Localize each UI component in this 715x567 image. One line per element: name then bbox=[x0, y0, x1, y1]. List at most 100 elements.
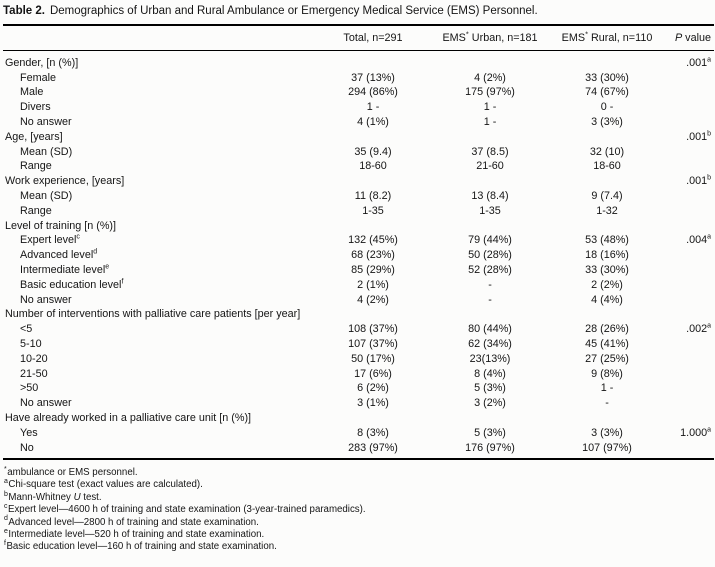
cell-total: 4 (1%) bbox=[357, 116, 389, 129]
row-label: Male bbox=[20, 86, 44, 99]
cell-ems-rural: 33 (30%) bbox=[585, 71, 629, 84]
table-row: 21-50 17 (6%) 8 (4%) 9 (8%) bbox=[3, 366, 714, 381]
cell-pvalue: .004a bbox=[686, 233, 711, 247]
footnote-marker: b bbox=[707, 174, 711, 182]
table-row: Expert levelc 132 (45%) 79 (44%) 53 (48%) .0… bbox=[3, 233, 714, 248]
footnote-marker: c bbox=[76, 233, 80, 241]
cell-ems-rural: 18-60 bbox=[593, 160, 621, 173]
cell-ems-urban: 79 (44%) bbox=[468, 234, 512, 247]
table-row: Mean (SD) 35 (9.4) 37 (8.5) 32 (10) bbox=[3, 144, 714, 159]
table-row: Age, [years] .001b bbox=[3, 129, 714, 144]
row-label: Expert levelc bbox=[20, 233, 80, 247]
row-label: Gender, [n (%)] bbox=[5, 56, 79, 69]
table-row: 5-10 107 (37%) 62 (34%) 45 (41%) bbox=[3, 337, 714, 352]
cell-ems-urban: - bbox=[488, 293, 492, 306]
row-label: No bbox=[20, 441, 34, 454]
table-row: Intermediate levele 85 (29%) 52 (28%) 33 (3… bbox=[3, 263, 714, 278]
row-label: Divers bbox=[20, 101, 51, 114]
footnote: bMann-Whitney U test. bbox=[4, 490, 102, 503]
table-row: Range 18-60 21-60 18-60 bbox=[3, 159, 714, 174]
footnote: aChi-square test (exact values are calcu… bbox=[4, 478, 203, 491]
row-label: Number of interventions with palliative … bbox=[5, 308, 301, 321]
cell-ems-rural: 27 (25%) bbox=[585, 352, 629, 365]
row-label: Level of training [n (%)] bbox=[5, 219, 117, 232]
cell-ems-rural: 3 (3%) bbox=[591, 116, 623, 129]
cell-total: 18-60 bbox=[359, 160, 387, 173]
cell-total: 3 (1%) bbox=[357, 397, 389, 410]
footnote-marker: * bbox=[585, 29, 588, 39]
column-header-pvalue: P value bbox=[665, 31, 714, 45]
cell-ems-rural: 107 (97%) bbox=[582, 441, 632, 454]
table-row: Yes 8 (3%) 5 (3%) 3 (3%) 1.000a bbox=[3, 425, 714, 440]
table-row: <5 108 (37%) 80 (44%) 28 (26%) .002a bbox=[3, 322, 714, 337]
row-label: 10-20 bbox=[20, 352, 48, 365]
cell-total: 107 (37%) bbox=[348, 338, 398, 351]
cell-ems-urban: 13 (8.4) bbox=[471, 190, 509, 203]
footnote-marker: f bbox=[121, 278, 124, 286]
footnote-marker: a bbox=[707, 322, 711, 330]
table-row: Male 294 (86%) 175 (97%) 74 (67%) bbox=[3, 85, 714, 100]
cell-ems-urban: 5 (3%) bbox=[474, 382, 506, 395]
row-label: Have already worked in a palliative care… bbox=[5, 412, 252, 425]
row-label: Mean (SD) bbox=[20, 145, 73, 158]
cell-ems-rural: 74 (67%) bbox=[585, 86, 629, 99]
cell-ems-urban: 50 (28%) bbox=[468, 249, 512, 262]
footnote-marker: a bbox=[707, 426, 711, 434]
row-label: >50 bbox=[20, 382, 39, 395]
table-header-row: Total, n=291 EMS* Urban, n=181 EMS* Rura… bbox=[3, 26, 714, 51]
cell-total: 11 (8.2) bbox=[354, 190, 392, 203]
footnote-marker: * bbox=[4, 465, 7, 473]
cell-ems-urban: 1 - bbox=[483, 116, 497, 129]
cell-ems-rural: 32 (10) bbox=[589, 145, 625, 158]
cell-ems-rural: 45 (41%) bbox=[585, 338, 629, 351]
cell-ems-urban: 3 (2%) bbox=[474, 397, 506, 410]
column-header-ems-urban: EMS* Urban, n=181 bbox=[431, 30, 549, 45]
table-row: >50 6 (2%) 5 (3%) 1 - bbox=[3, 381, 714, 396]
table-footnotes: *ambulance or EMS personnel. aChi-square … bbox=[3, 465, 713, 554]
cell-ems-urban: 5 (3%) bbox=[474, 426, 506, 439]
cell-ems-urban: - bbox=[488, 278, 492, 291]
cell-ems-rural: 33 (30%) bbox=[585, 264, 629, 277]
row-label: 21-50 bbox=[20, 367, 48, 380]
cell-total: 8 (3%) bbox=[357, 426, 389, 439]
cell-total: 68 (23%) bbox=[351, 249, 395, 262]
cell-ems-urban: 1 - bbox=[483, 101, 497, 114]
cell-total: 283 (97%) bbox=[348, 441, 398, 454]
cell-total: 1-35 bbox=[362, 204, 384, 217]
header-urban-text: EMS bbox=[442, 32, 466, 44]
demographics-table: Total, n=291 EMS* Urban, n=181 EMS* Rura… bbox=[3, 24, 714, 461]
cell-total: 294 (86%) bbox=[348, 86, 398, 99]
row-label: Female bbox=[20, 71, 57, 84]
cell-pvalue: 1.000a bbox=[680, 426, 711, 439]
table-row: No answer 3 (1%) 3 (2%) - bbox=[3, 396, 714, 411]
cell-ems-urban: 1-35 bbox=[479, 204, 501, 217]
cell-total: 4 (2%) bbox=[357, 293, 389, 306]
footnote-marker: a bbox=[707, 56, 711, 64]
footnote-marker: f bbox=[4, 540, 6, 548]
cell-ems-rural: 2 (2%) bbox=[591, 278, 623, 291]
footnote-marker: a bbox=[4, 478, 8, 486]
cell-ems-urban: 176 (97%) bbox=[465, 441, 515, 454]
table-row: 10-20 50 (17%) 23(13%) 27 (25%) bbox=[3, 351, 714, 366]
row-label: Intermediate levele bbox=[20, 263, 110, 277]
cell-total: 108 (37%) bbox=[348, 323, 398, 336]
footnote-marker: d bbox=[93, 248, 98, 256]
footnote: dAdvanced level—2800 h of training and s… bbox=[4, 515, 259, 528]
footnote-marker: a bbox=[707, 233, 711, 241]
cell-ems-rural: - bbox=[605, 397, 609, 410]
cell-ems-rural: 1 - bbox=[600, 382, 614, 395]
cell-total: 50 (17%) bbox=[351, 352, 395, 365]
footnote-marker: b bbox=[707, 130, 711, 138]
cell-ems-urban: 4 (2%) bbox=[474, 71, 506, 84]
table-row: Level of training [n (%)] bbox=[3, 218, 714, 233]
pvalue-italic-p: P bbox=[674, 32, 683, 44]
cell-ems-rural: 0 - bbox=[600, 101, 614, 114]
cell-pvalue: .002a bbox=[686, 322, 711, 336]
cell-total: 132 (45%) bbox=[348, 234, 398, 247]
footnote-marker: b bbox=[4, 490, 8, 498]
cell-total: 37 (13%) bbox=[351, 71, 395, 84]
footnote: eIntermediate level—520 h of training an… bbox=[4, 527, 265, 541]
table-row: Divers 1 - 1 - 0 - bbox=[3, 100, 714, 115]
cell-ems-rural: 9 (8%) bbox=[591, 367, 623, 380]
cell-ems-urban: 23(13%) bbox=[469, 352, 511, 365]
